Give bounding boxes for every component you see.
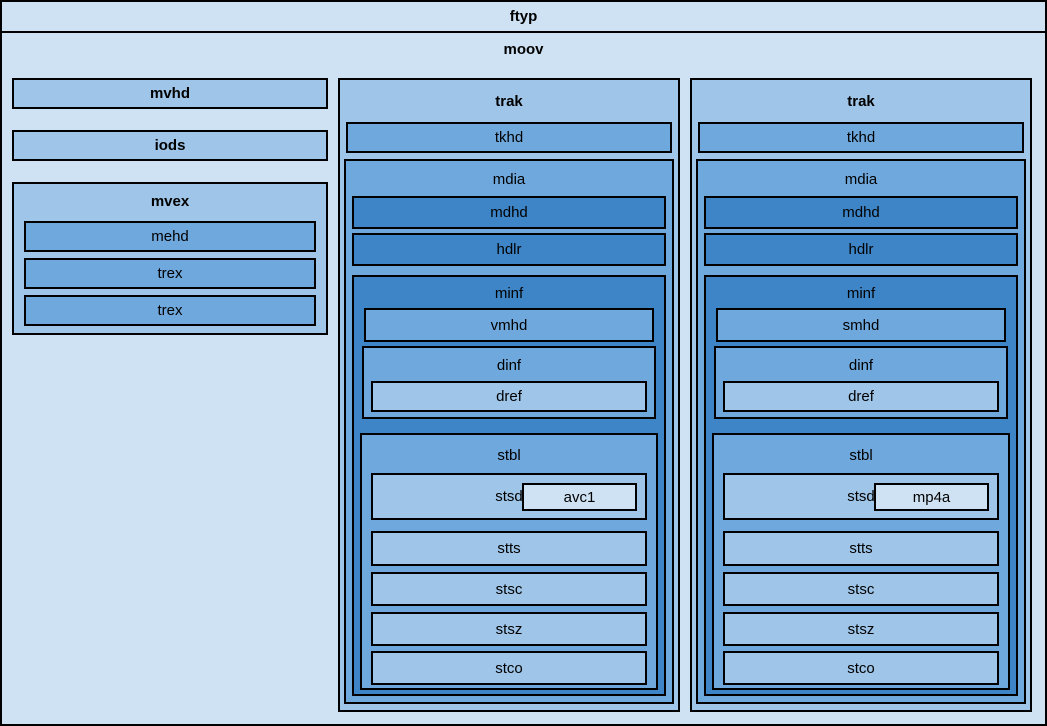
box-mehd: mehd [24,221,316,252]
box-trex-2: trex [24,295,316,326]
box-stbl: stbl stsd avc1 stts stsc stsz stco [360,433,658,690]
moov-left-column: mvhd iods mvex mehd trex trex [12,78,328,712]
box-trak-audio-label: trak [847,93,875,110]
moov-children: mvhd iods mvex mehd trex trex trak tkhd … [2,61,1045,712]
box-minf: minf smhd dinf dref stbl stsd mp4a [704,275,1018,696]
box-trak-video-label: trak [495,93,523,110]
box-stco: stco [371,651,647,685]
box-dinf: dinf dref [362,346,656,419]
box-smhd: smhd [716,308,1006,342]
box-dref: dref [371,381,647,412]
box-iods: iods [12,130,328,161]
box-stsd-label: stsd [847,488,875,505]
box-mdhd: mdhd [352,196,666,229]
box-moov-label: moov [503,41,544,58]
box-stts: stts [371,531,647,566]
box-ftyp: ftyp [2,2,1045,33]
box-mp4a: mp4a [874,483,989,511]
box-mdia-label: mdia [492,171,526,188]
box-stco: stco [723,651,999,685]
box-trak-audio: trak tkhd mdia mdhd hdlr minf smhd dinf … [690,78,1032,712]
box-stts: stts [723,531,999,566]
box-stsc: stsc [371,572,647,606]
box-stsc: stsc [723,572,999,606]
box-stsd: stsd mp4a [723,473,999,520]
box-hdlr: hdlr [704,233,1018,266]
box-minf-label: minf [846,285,876,302]
box-hdlr: hdlr [352,233,666,266]
box-mdia-label: mdia [844,171,878,188]
box-tkhd: tkhd [698,122,1024,153]
box-mdia: mdia mdhd hdlr minf smhd dinf dref stbl [696,159,1026,704]
box-dinf-label: dinf [496,357,522,374]
box-mvex: mvex mehd trex trex [12,182,328,335]
box-moov: moov mvhd iods mvex mehd trex trex trak [2,41,1045,724]
box-ftyp-label: ftyp [509,8,538,25]
box-dinf-label: dinf [848,357,874,374]
box-stbl-label: stbl [497,447,521,464]
box-dref: dref [723,381,999,412]
mvex-children: mehd trex trex [14,221,326,326]
box-mdhd: mdhd [704,196,1018,229]
box-stsd-label: stsd [495,488,523,505]
box-mvex-label: mvex [150,193,190,210]
box-tkhd: tkhd [346,122,672,153]
box-minf: minf vmhd dinf dref stbl stsd avc1 [352,275,666,696]
box-trak-video: trak tkhd mdia mdhd hdlr minf vmhd dinf … [338,78,680,712]
box-stbl-label: stbl [849,447,873,464]
box-avc1: avc1 [522,483,637,511]
box-stbl: stbl stsd mp4a stts stsc stsz stco [712,433,1010,690]
box-mvhd: mvhd [12,78,328,109]
box-vmhd: vmhd [364,308,654,342]
box-stsd: stsd avc1 [371,473,647,520]
box-stsz: stsz [371,612,647,646]
box-trex-1: trex [24,258,316,289]
box-dinf: dinf dref [714,346,1008,419]
box-minf-label: minf [494,285,524,302]
box-stsz: stsz [723,612,999,646]
box-mdia: mdia mdhd hdlr minf vmhd dinf dref stbl [344,159,674,704]
